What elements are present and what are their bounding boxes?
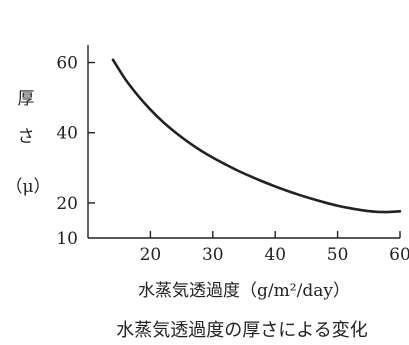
y-tick-label: 60 [56, 54, 78, 74]
y-axis-label: 厚 さ （μ） [5, 89, 50, 197]
x-tick-label: 50 [327, 245, 349, 265]
y-axis-label-line-1: 厚 [18, 89, 35, 109]
y-ticks: 10 20 40 60 [56, 54, 95, 249]
x-tick-label: 60 [389, 245, 409, 265]
chart-caption: 水蒸気透過度の厚さによる変化 [116, 320, 367, 341]
x-tick-label: 40 [264, 245, 286, 265]
x-tick-label: 20 [140, 245, 162, 265]
y-axis-label-line-2: さ [18, 127, 35, 147]
x-tick-label: 30 [202, 245, 224, 265]
y-tick-label: 10 [56, 229, 78, 249]
x-ticks: 20 30 40 50 60 [140, 231, 409, 265]
y-axis-label-line-3: （μ） [5, 177, 50, 197]
x-axis-label: 水蒸気透過度（g/m²/day） [138, 281, 350, 301]
y-tick-label: 40 [56, 124, 78, 144]
series-line-1 [111, 58, 402, 214]
y-tick-label: 20 [56, 194, 78, 214]
axes [87, 45, 400, 239]
series-layer [111, 58, 402, 214]
